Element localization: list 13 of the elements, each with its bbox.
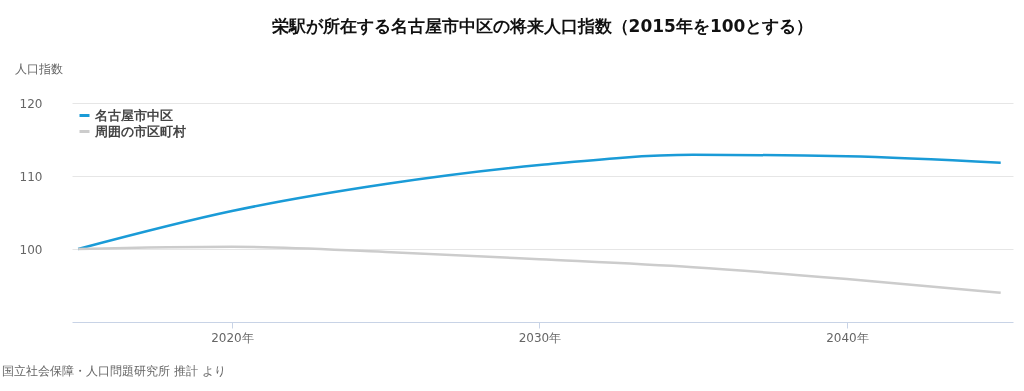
line-series xyxy=(76,245,1002,295)
line-series xyxy=(76,153,1002,251)
legend-label: 名古屋市中区 xyxy=(94,107,173,123)
y-tick-label: 100 xyxy=(19,242,43,257)
legend-label: 周囲の市区町村 xyxy=(94,123,186,139)
y-axis-title: 人口指数 xyxy=(14,61,63,76)
chart-title: 栄駅が所在する名古屋市中区の将来人口指数（2015年を100とする） xyxy=(271,16,814,36)
y-tick-label: 120 xyxy=(19,96,43,111)
y-tick-label: 110 xyxy=(19,169,43,184)
x-tick-label: 2040年 xyxy=(826,330,869,345)
x-tick-label: 2030年 xyxy=(518,330,562,345)
text: 国立社会保障・人口問題研究所 推計 より xyxy=(2,364,226,378)
x-tick-label: 2020年 xyxy=(211,330,254,345)
